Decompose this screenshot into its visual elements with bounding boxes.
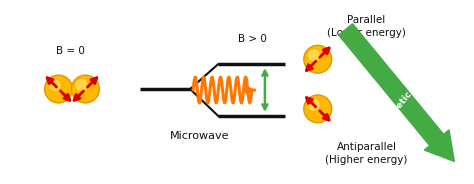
Text: Magnetic field, B: Magnetic field, B [377, 59, 439, 132]
Text: Microwave: Microwave [170, 131, 230, 141]
FancyArrow shape [339, 24, 455, 162]
Circle shape [309, 100, 319, 110]
Text: Antiparallel
(Higher energy): Antiparallel (Higher energy) [326, 142, 408, 165]
Circle shape [76, 80, 87, 90]
Text: Parallel
(Lower energy): Parallel (Lower energy) [327, 15, 406, 38]
Text: B > 0: B > 0 [237, 34, 266, 44]
Circle shape [45, 75, 73, 103]
Circle shape [304, 45, 332, 73]
Circle shape [309, 50, 319, 61]
Text: B = 0: B = 0 [56, 46, 85, 56]
Circle shape [304, 95, 332, 123]
Circle shape [49, 80, 60, 90]
Circle shape [72, 75, 100, 103]
